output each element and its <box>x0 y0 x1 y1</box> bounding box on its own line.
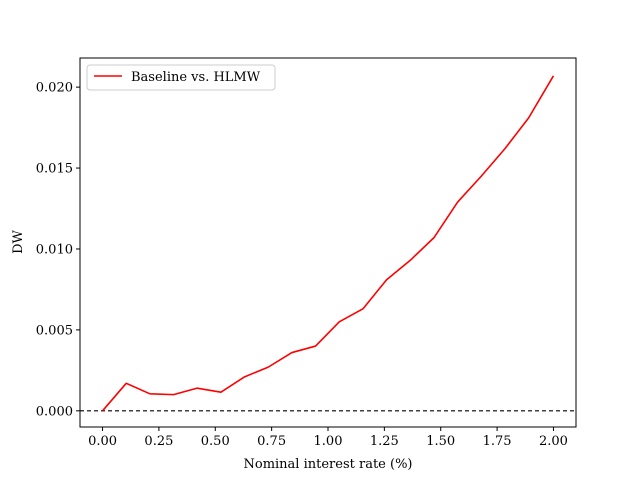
legend-label: Baseline vs. HLMW <box>131 70 261 85</box>
y-axis-ticks: 0.000 0.005 0.010 0.015 0.020 <box>36 81 80 419</box>
x-axis-ticks: 0.00 0.25 0.50 0.75 1.00 1.25 1.50 1.75 2.00 <box>88 427 568 449</box>
y-tick-label: 0.020 <box>36 81 73 96</box>
x-tick-label: 0.25 <box>144 434 173 449</box>
x-tick-label: 2.00 <box>539 434 568 449</box>
y-tick-label: 0.015 <box>36 162 73 177</box>
x-tick-label: 0.00 <box>88 434 117 449</box>
x-tick-label: 1.50 <box>426 434 455 449</box>
x-tick-label: 1.00 <box>314 434 343 449</box>
x-tick-label: 0.50 <box>201 434 230 449</box>
y-axis-label: DW <box>11 229 26 253</box>
series-line-0 <box>101 75 555 412</box>
x-axis-label: Nominal interest rate (%) <box>244 457 413 472</box>
y-tick-label: 0.000 <box>36 404 73 419</box>
x-tick-label: 1.75 <box>483 434 512 449</box>
x-tick-label: 1.25 <box>370 434 399 449</box>
y-tick-label: 0.005 <box>36 323 73 338</box>
legend-box <box>86 64 276 91</box>
y-tick-label: 0.010 <box>36 242 73 257</box>
x-tick-label: 0.75 <box>257 434 286 449</box>
legend: Baseline vs. HLMW <box>86 64 276 91</box>
